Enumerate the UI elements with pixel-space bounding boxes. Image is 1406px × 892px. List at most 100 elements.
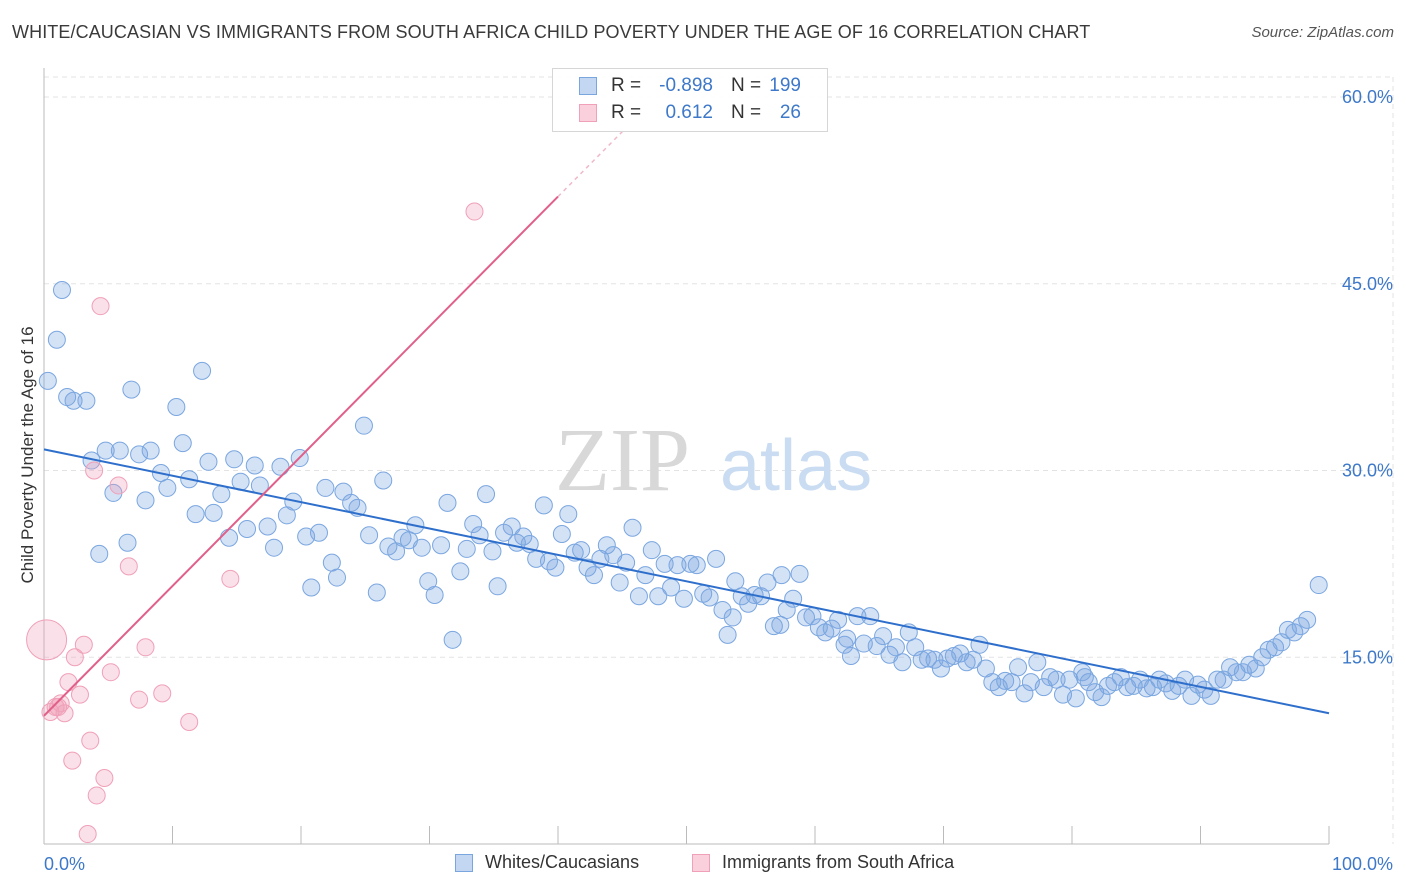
whites-point — [167, 398, 186, 417]
whites-point — [488, 577, 507, 596]
whites-point — [931, 659, 950, 678]
whites-point — [158, 478, 177, 497]
immigrants-point — [63, 751, 82, 770]
whites-point — [861, 607, 880, 626]
bottom-legend-swatch-whites — [455, 854, 473, 872]
whites-point — [451, 562, 470, 581]
whites-point — [64, 391, 83, 410]
whites-point — [141, 441, 160, 460]
whites-point — [464, 515, 483, 534]
whites-point — [173, 434, 192, 453]
whites-point — [309, 523, 328, 542]
immigrants-point — [119, 557, 138, 576]
whites-point — [772, 566, 791, 585]
whites-point — [970, 635, 989, 654]
whites-point — [867, 637, 886, 656]
whites-point — [1002, 673, 1021, 692]
immigrants-point — [49, 698, 68, 717]
whites-point — [1028, 653, 1047, 672]
whites-point — [1137, 679, 1156, 698]
whites-point — [477, 485, 496, 504]
whites-point — [38, 371, 57, 390]
whites-point — [1075, 668, 1094, 687]
immigrants-point — [109, 476, 128, 495]
whites-point — [723, 608, 742, 627]
whites-point — [258, 517, 277, 536]
whites-trend-line — [43, 448, 1330, 715]
whites-point — [649, 587, 668, 606]
legend-r-value: 0.612 — [665, 102, 713, 123]
y-tick-label: 15.0% — [1342, 647, 1393, 667]
whites-point — [578, 558, 597, 577]
watermark-zip: ZIP — [555, 411, 690, 510]
whites-point — [367, 583, 386, 602]
whites-point — [841, 647, 860, 666]
whites-point — [470, 526, 489, 545]
whites-point — [354, 416, 373, 435]
whites-point — [432, 536, 451, 555]
immigrants-point — [221, 569, 240, 588]
whites-point — [1066, 689, 1085, 708]
x-tick-label-min: 0.0% — [44, 854, 85, 874]
immigrants-point — [95, 769, 114, 788]
whites-point — [1309, 576, 1328, 595]
immigrants-point — [136, 638, 155, 657]
legend-swatch-whites — [579, 77, 597, 95]
whites-point — [764, 617, 783, 636]
whites-point — [1073, 663, 1092, 682]
whites-point — [559, 505, 578, 524]
whites-point — [327, 568, 346, 587]
whites-point — [220, 528, 239, 547]
immigrants-point — [85, 461, 104, 480]
whites-point — [245, 456, 264, 475]
y-tick-label: 30.0% — [1342, 461, 1393, 481]
whites-point — [322, 553, 341, 572]
whites-point — [642, 541, 661, 560]
whites-point — [425, 586, 444, 604]
whites-point — [122, 380, 141, 399]
whites-point — [212, 485, 231, 504]
whites-point — [718, 625, 737, 644]
whites-point — [771, 615, 790, 634]
immigrants-point — [26, 619, 68, 661]
bottom-legend-label-whites: Whites/Caucasians — [485, 852, 640, 872]
whites-point — [514, 527, 533, 546]
whites-point — [186, 505, 205, 524]
whites-point — [502, 517, 521, 536]
immigrants-trend-line — [43, 195, 559, 717]
whites-point — [838, 629, 857, 648]
whites-point — [130, 445, 149, 464]
whites-point — [1047, 670, 1066, 689]
whites-point — [1208, 670, 1227, 689]
whites-point — [584, 566, 603, 585]
whites-point — [534, 496, 553, 515]
whites-point — [1111, 668, 1130, 687]
bottom-legend-label-immigrants: Immigrants from South Africa — [722, 852, 955, 872]
whites-point — [77, 391, 96, 410]
whites-point — [52, 280, 71, 299]
whites-point — [655, 554, 674, 573]
whites-point — [316, 478, 335, 497]
whites-point — [199, 452, 218, 471]
watermark-atlas: atlas — [720, 426, 872, 506]
whites-point — [204, 503, 223, 522]
whites-point — [681, 554, 700, 573]
legend-row-whites: R = -0.898 N = 199 — [553, 74, 827, 100]
immigrants-point — [70, 685, 89, 704]
legend-row-immigrants: R = 0.612 N = 26 — [553, 101, 827, 127]
immigrants-trend-extension — [557, 128, 626, 198]
source-label: Source: ZipAtlas.com — [1251, 24, 1394, 41]
whites-point — [238, 520, 257, 539]
legend-n-label: N = — [731, 102, 762, 123]
whites-point — [597, 536, 616, 555]
whites-point — [90, 544, 109, 563]
whites-point — [265, 538, 284, 557]
immigrants-point — [74, 635, 93, 654]
immigrants-point — [465, 202, 484, 221]
whites-point — [225, 450, 244, 469]
immigrants-point — [91, 297, 110, 316]
whites-point — [790, 564, 809, 583]
legend-r-label: R = — [611, 102, 642, 123]
whites-point — [412, 538, 431, 557]
